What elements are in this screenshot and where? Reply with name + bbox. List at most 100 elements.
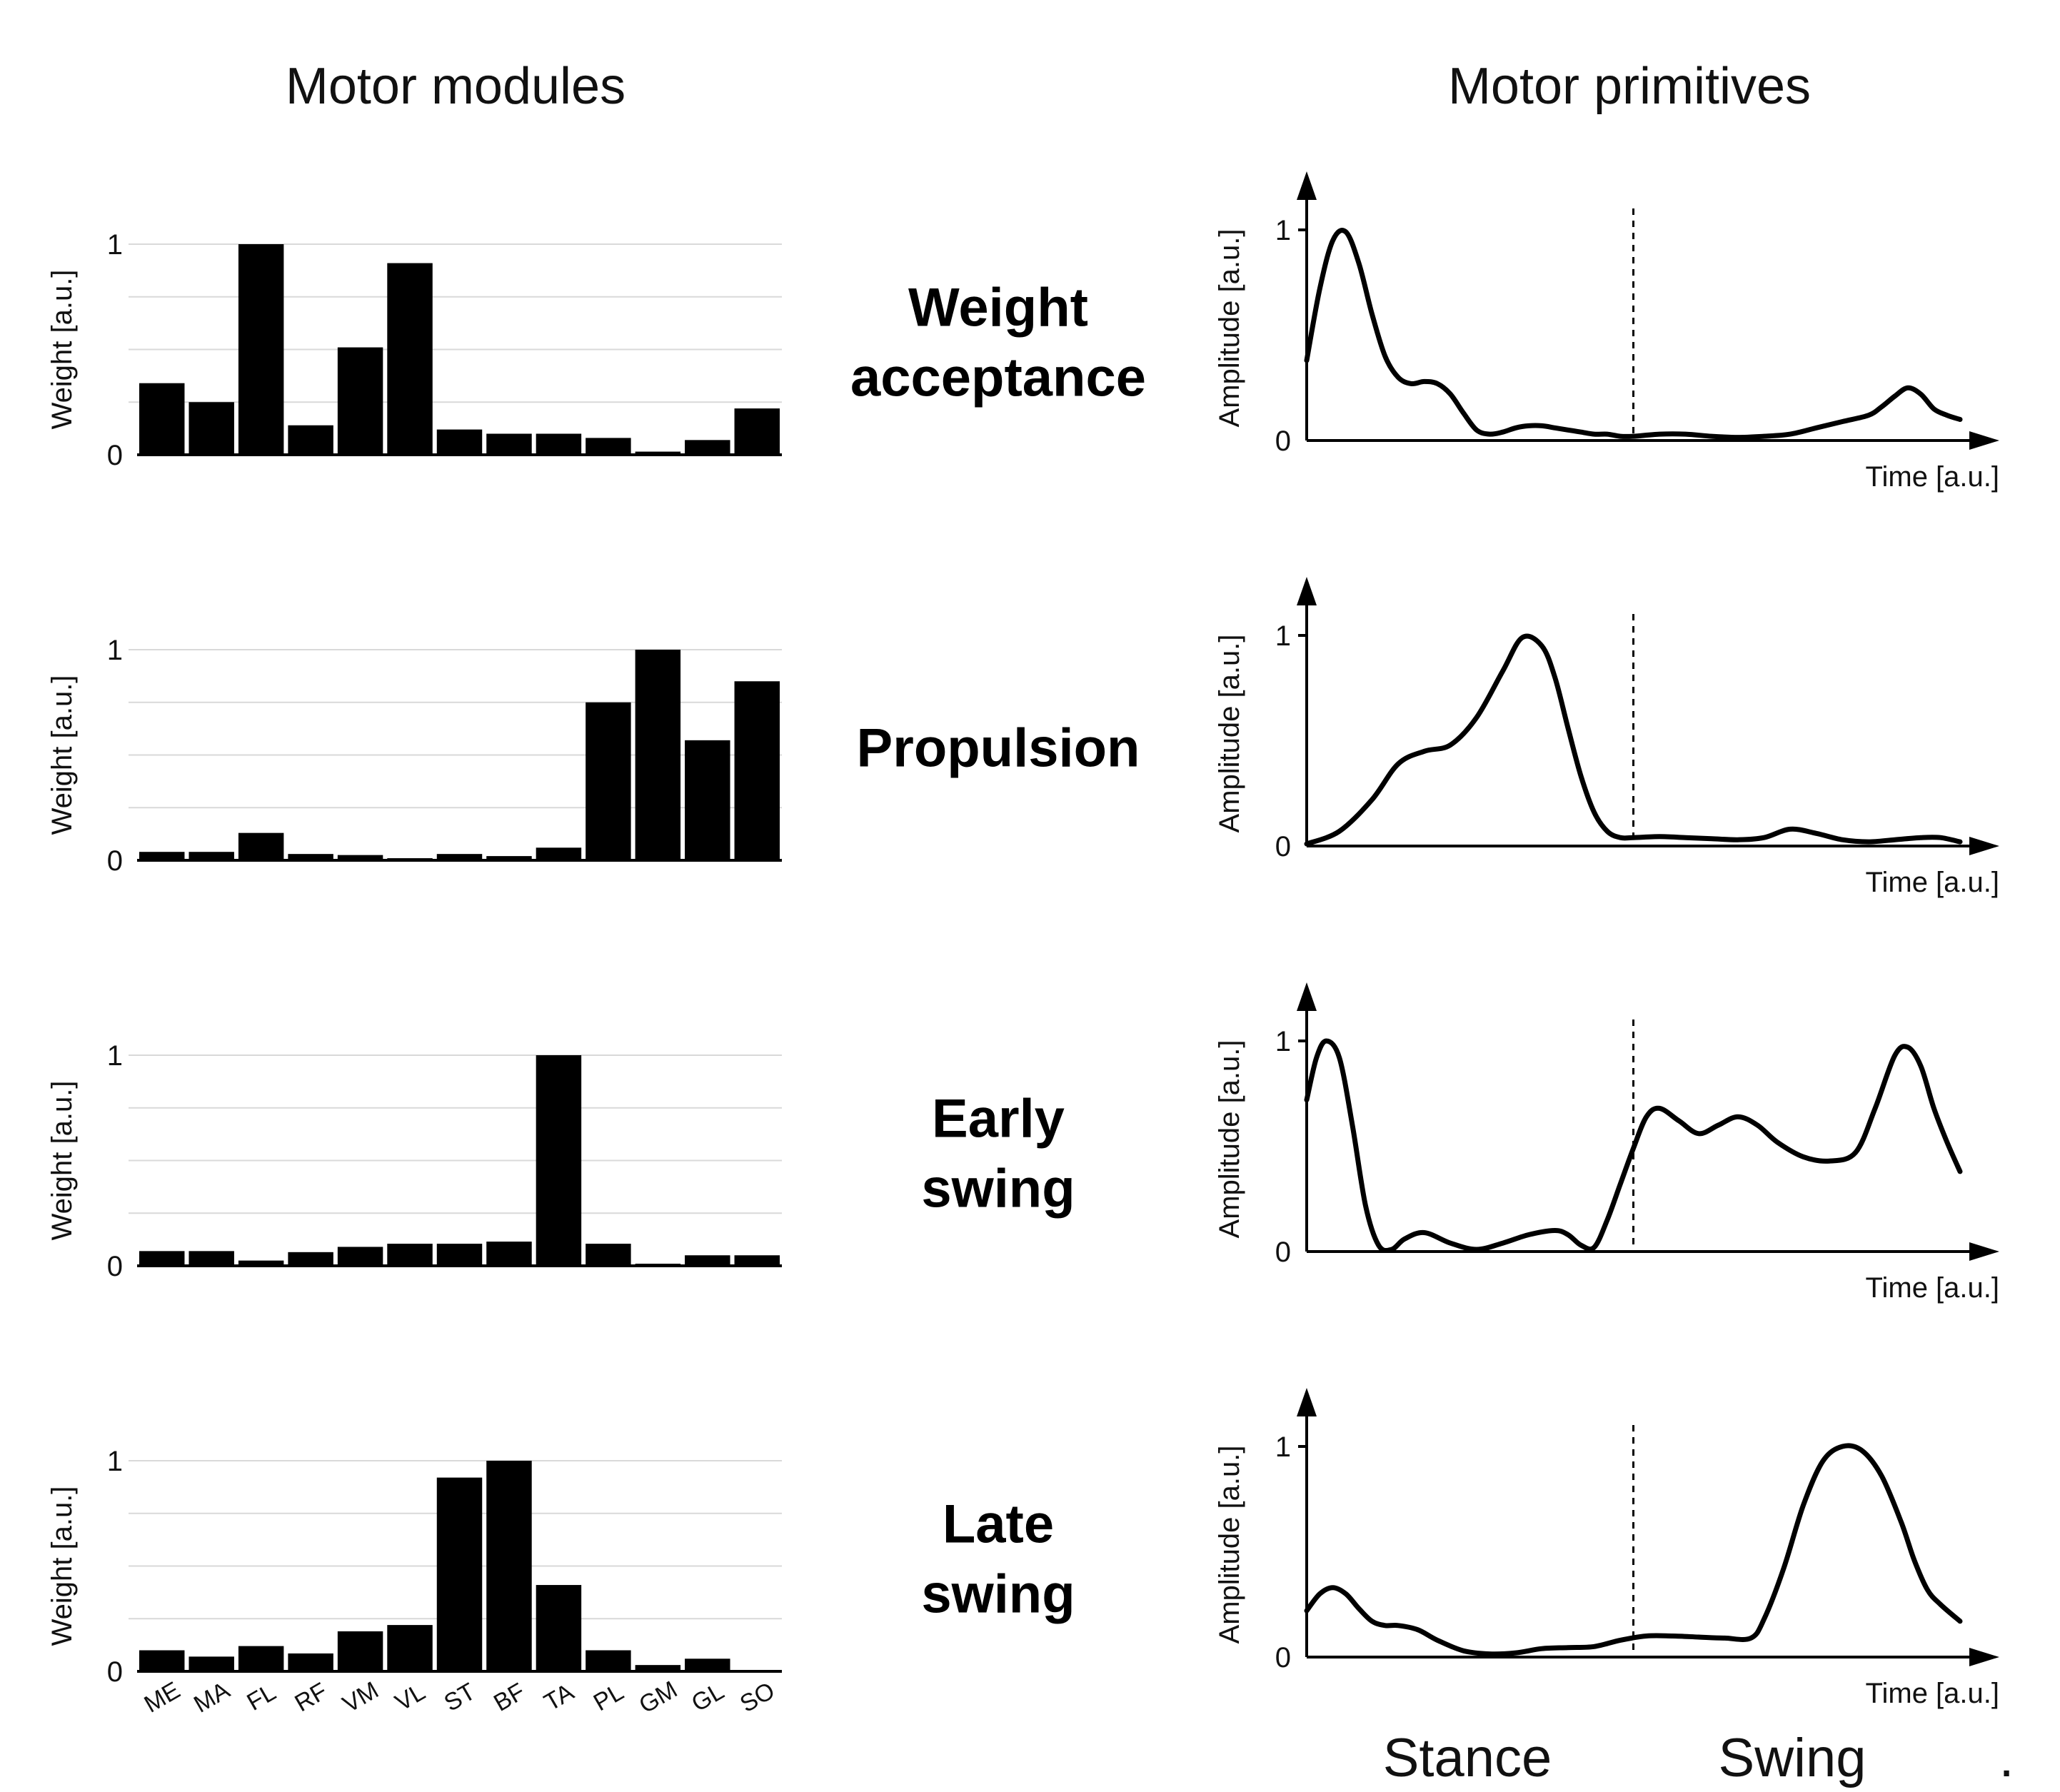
y-axis-label: Weight [a.u.] <box>46 1081 78 1241</box>
y-axis-arrow <box>1297 982 1317 1011</box>
y-axis-arrow <box>1297 171 1317 200</box>
bar-GL <box>685 740 730 860</box>
category-label-GL: GL <box>687 1678 728 1718</box>
bar-GM <box>635 1665 681 1671</box>
x-axis-arrow <box>1969 431 1999 450</box>
bar-VM <box>337 855 383 860</box>
category-label-ST: ST <box>440 1678 481 1717</box>
bar-RF <box>288 854 333 860</box>
bar-VM <box>337 347 383 455</box>
bar-TA <box>536 847 582 860</box>
bar-VL <box>387 263 433 455</box>
bar-MA <box>189 1251 234 1266</box>
x-axis-label: Time [a.u.] <box>1866 1678 1999 1709</box>
y-axis-label: Amplitude [a.u.] <box>1214 229 1245 428</box>
x-axis-label: Time [a.u.] <box>1866 867 1999 898</box>
phase-label-line: acceptance <box>850 348 1146 408</box>
x-axis-arrow <box>1969 837 1999 855</box>
bar-VM <box>337 1247 383 1266</box>
bar-MA <box>189 1656 234 1671</box>
ytick-label: 0 <box>107 1656 123 1688</box>
x-axis-arrow <box>1969 1242 1999 1261</box>
phase-label-line: Early <box>932 1089 1065 1149</box>
bar-RF <box>288 1653 333 1671</box>
line-chart-primitive-late-swing: 1 0 Amplitude [a.u.] Time [a.u.] <box>1214 1388 1999 1709</box>
bar-chart-modules-early-swing: 1 0 Weight [a.u.] <box>46 1040 782 1282</box>
ytick-label: 1 <box>107 1040 123 1072</box>
swing-label: Swing <box>1719 1728 1866 1788</box>
bar-ME <box>139 1650 185 1671</box>
bar-MA <box>189 402 234 455</box>
x-axis-arrow <box>1969 1648 1999 1666</box>
bar-FL <box>238 832 284 860</box>
primitive-curve <box>1304 1038 1963 1254</box>
bar-BF <box>486 1461 532 1671</box>
bar-GL <box>685 440 730 455</box>
y-axis-label: Amplitude [a.u.] <box>1214 1446 1245 1644</box>
bar-VM <box>337 1631 383 1671</box>
y-axis-label: Amplitude [a.u.] <box>1214 1040 1245 1239</box>
bar-BF <box>486 856 532 860</box>
bar-TA <box>536 1055 582 1266</box>
bar-SO <box>734 408 780 455</box>
bar-VL <box>387 1625 433 1671</box>
bar-BF <box>486 1242 532 1266</box>
bar-FL <box>238 1260 284 1266</box>
ytick-label: 0 <box>107 1251 123 1282</box>
bar-PL <box>586 1650 631 1671</box>
y-axis-label: Weight [a.u.] <box>46 1486 78 1646</box>
stance-label: Stance <box>1383 1728 1552 1788</box>
bar-PL <box>586 702 631 860</box>
bar-ST <box>436 854 483 860</box>
x-axis-label: Time [a.u.] <box>1866 461 1999 493</box>
bar-TA <box>536 433 582 455</box>
line-chart-primitive-early-swing: 1 0 Amplitude [a.u.] Time [a.u.] <box>1214 982 1999 1304</box>
phase-label-line: Weight <box>908 278 1088 338</box>
category-label-GM: GM <box>635 1676 682 1718</box>
bar-ME <box>139 383 185 455</box>
bar-GM <box>635 650 681 860</box>
primitive-curve <box>1304 228 1963 441</box>
ytick-label: 1 <box>1275 1431 1291 1463</box>
trailing-dot: . <box>1999 1728 2014 1788</box>
phase-label: Early swing <box>921 1089 1075 1219</box>
category-label-VM: VM <box>338 1676 383 1718</box>
header-motor-primitives: Motor primitives <box>1448 58 1811 115</box>
bar-ST <box>436 1244 483 1266</box>
ytick-label: 1 <box>1275 1026 1291 1057</box>
category-label-PL: PL <box>589 1678 628 1717</box>
header-motor-modules: Motor modules <box>286 58 625 115</box>
bar-GM <box>635 451 681 455</box>
line-chart-primitive-propulsion: 1 0 Amplitude [a.u.] Time [a.u.] <box>1214 577 1999 898</box>
phase-label-line: Propulsion <box>857 718 1140 779</box>
category-label-ME: ME <box>140 1676 185 1718</box>
category-label-VL: VL <box>391 1678 430 1717</box>
bar-TA <box>536 1585 582 1671</box>
ytick-label: 1 <box>107 1446 123 1477</box>
bar-MA <box>189 852 234 860</box>
category-label-RF: RF <box>290 1678 331 1718</box>
primitive-curve <box>1304 633 1963 847</box>
category-label-SO: SO <box>735 1677 780 1718</box>
bar-RF <box>288 1252 333 1266</box>
phase-label: Weight acceptance <box>850 278 1146 408</box>
bar-SO <box>734 681 780 860</box>
bar-VL <box>387 1244 433 1266</box>
category-label-MA: MA <box>189 1676 234 1718</box>
category-label-BF: BF <box>489 1678 530 1717</box>
ytick-label: 1 <box>1275 215 1291 246</box>
bar-ST <box>436 429 483 455</box>
ytick-label: 0 <box>1275 831 1291 862</box>
bar-ME <box>139 852 185 860</box>
ytick-label: 0 <box>107 845 123 877</box>
phase-label-line: Late <box>943 1494 1054 1555</box>
phase-label: Late swing <box>921 1494 1075 1625</box>
bar-GL <box>685 1658 730 1671</box>
bar-GL <box>685 1255 730 1266</box>
line-chart-primitive-weight-acceptance: 1 0 Amplitude [a.u.] Time [a.u.] <box>1214 171 1999 493</box>
bar-RF <box>288 425 333 455</box>
y-axis-arrow <box>1297 577 1317 605</box>
bar-BF <box>486 433 532 455</box>
